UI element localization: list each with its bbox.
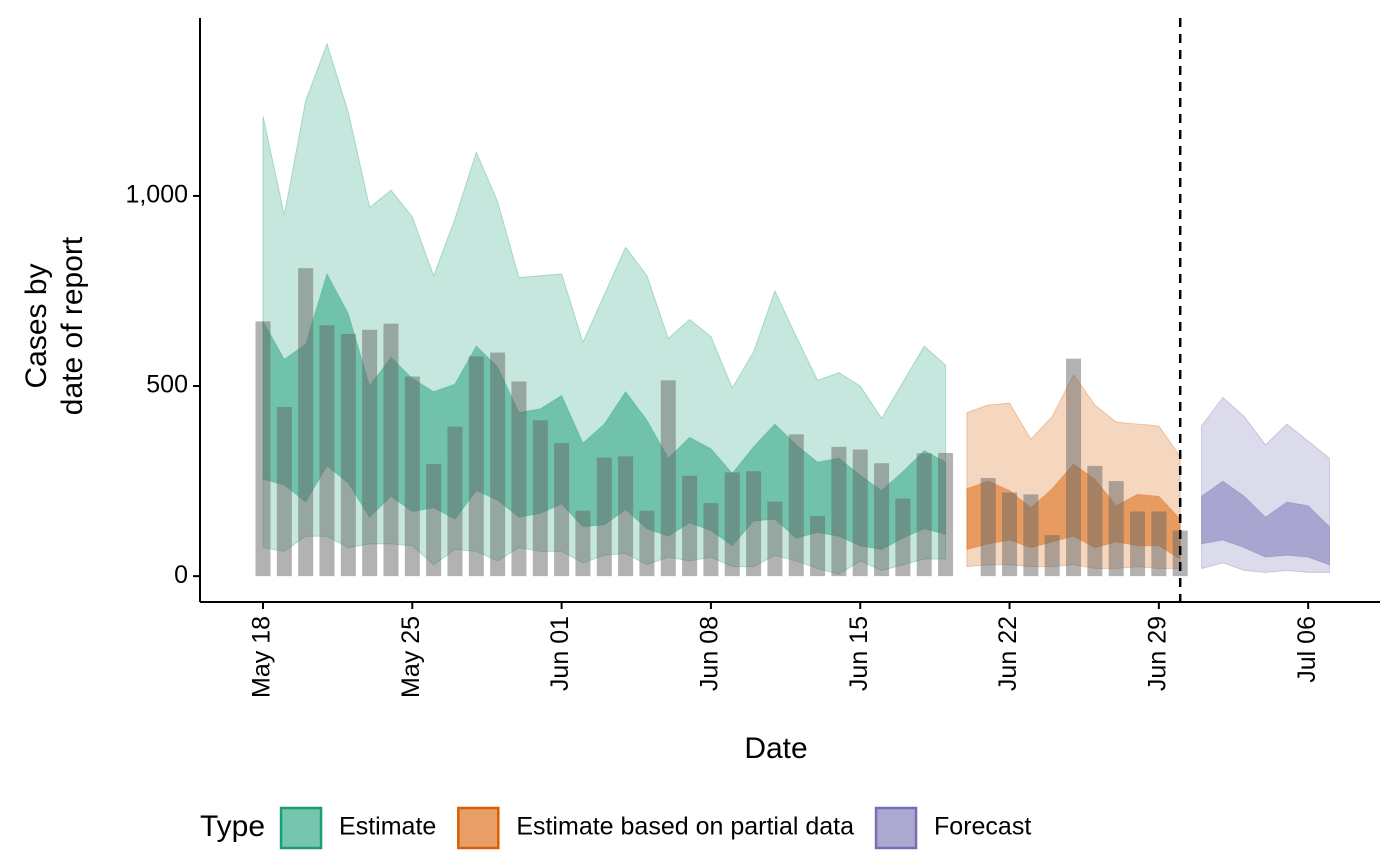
- legend-key: [457, 806, 500, 850]
- legend-key: [874, 806, 918, 850]
- bar: [426, 463, 442, 577]
- x-tick-label: Jun 01: [546, 616, 574, 691]
- x-tick-label: May 18: [248, 616, 276, 698]
- bar: [852, 449, 868, 577]
- bar: [383, 323, 399, 577]
- bar: [340, 333, 356, 577]
- bar: [916, 453, 932, 577]
- ribbon: [1201, 480, 1330, 566]
- y-tick-label: 0: [174, 561, 188, 589]
- y-axis-title: Cases by: [20, 263, 53, 388]
- bar: [1023, 494, 1039, 577]
- bar: [554, 443, 570, 577]
- bar: [938, 452, 954, 577]
- bar: [810, 516, 826, 577]
- bar: [874, 463, 890, 577]
- bar: [596, 457, 612, 577]
- bar: [682, 475, 698, 577]
- bar: [468, 356, 484, 577]
- bar: [660, 380, 676, 577]
- y-tick-label: 500: [146, 371, 188, 399]
- x-tick-label: Jun 22: [994, 616, 1022, 691]
- bar: [255, 321, 271, 577]
- bar: [895, 498, 911, 577]
- bar: [1066, 358, 1082, 577]
- bar: [276, 406, 292, 577]
- bar: [532, 420, 548, 577]
- bar: [1087, 465, 1103, 577]
- bar: [980, 478, 996, 577]
- bar: [788, 434, 804, 577]
- bar: [1108, 481, 1124, 577]
- bar: [575, 510, 591, 577]
- y-axis-title: date of report: [56, 236, 89, 415]
- bar: [703, 503, 719, 577]
- bar: [447, 426, 463, 577]
- legend-key: [279, 806, 323, 850]
- legend-label: Estimate: [339, 813, 436, 841]
- bar: [1002, 492, 1018, 577]
- bar: [639, 510, 655, 577]
- x-tick-label: Jul 06: [1293, 616, 1321, 683]
- bar: [298, 268, 314, 577]
- legend-label: Forecast: [934, 813, 1031, 841]
- bar: [362, 329, 378, 577]
- bar: [490, 352, 506, 577]
- bar: [1130, 511, 1146, 577]
- x-tick-label: Jun 15: [845, 616, 873, 691]
- x-axis-title: Date: [744, 732, 807, 765]
- bar: [831, 446, 847, 577]
- x-tick-label: Jun 08: [696, 616, 724, 691]
- legend-label: Estimate based on partial data: [516, 813, 854, 841]
- legend-title: Type: [200, 810, 265, 843]
- bar: [511, 381, 527, 577]
- bar: [319, 325, 335, 577]
- bar: [746, 471, 762, 577]
- bar: [724, 472, 740, 577]
- bar: [1044, 535, 1060, 577]
- x-tick-label: May 25: [397, 616, 425, 698]
- bar: [404, 376, 420, 577]
- bar: [1151, 511, 1167, 577]
- bar: [767, 501, 783, 577]
- y-tick-label: 1,000: [125, 181, 188, 209]
- x-tick-label: Jun 29: [1143, 616, 1171, 691]
- bar: [618, 456, 634, 577]
